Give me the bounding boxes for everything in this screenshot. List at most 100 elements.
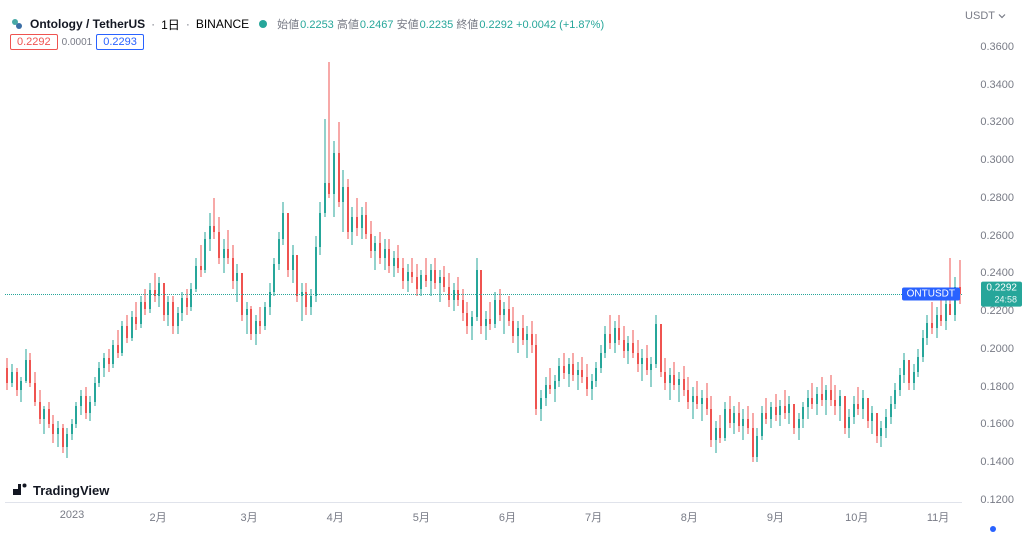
candle: [499, 28, 501, 500]
candle: [16, 28, 18, 500]
candle: [830, 28, 832, 500]
candle: [604, 28, 606, 500]
candle: [223, 28, 225, 500]
candle: [29, 28, 31, 500]
candle: [25, 28, 27, 500]
candle: [236, 28, 238, 500]
candle: [563, 28, 565, 500]
y-tick-label: 0.3400: [980, 79, 1014, 91]
candle: [181, 28, 183, 500]
candle: [356, 28, 358, 500]
status-indicator-icon: [259, 20, 267, 28]
candle: [503, 28, 505, 500]
x-tick-label: 10月: [845, 509, 868, 525]
candle: [926, 28, 928, 500]
candle: [269, 28, 271, 500]
candle: [729, 28, 731, 500]
candle: [894, 28, 896, 500]
candle: [34, 28, 36, 500]
candle: [526, 28, 528, 500]
candle: [407, 28, 409, 500]
candle: [98, 28, 100, 500]
candle: [646, 28, 648, 500]
candle: [623, 28, 625, 500]
candle: [319, 28, 321, 500]
candle: [650, 28, 652, 500]
time-axis[interactable]: 20232月3月4月5月6月7月8月9月10月11月: [5, 502, 962, 540]
candle: [655, 28, 657, 500]
candle: [255, 28, 257, 500]
x-tick-label: 6月: [499, 509, 516, 525]
candle: [402, 28, 404, 500]
candle: [600, 28, 602, 500]
candle: [945, 28, 947, 500]
candle: [784, 28, 786, 500]
candle: [825, 28, 827, 500]
candle: [535, 28, 537, 500]
candle: [494, 28, 496, 500]
candle: [218, 28, 220, 500]
candle: [807, 28, 809, 500]
candle: [936, 28, 938, 500]
y-tick-label: 0.1200: [980, 494, 1014, 506]
candle: [301, 28, 303, 500]
candle: [798, 28, 800, 500]
candle: [756, 28, 758, 500]
candle: [310, 28, 312, 500]
candle: [6, 28, 8, 500]
candle: [853, 28, 855, 500]
go-to-realtime-icon[interactable]: [990, 526, 996, 532]
candlestick-chart[interactable]: [5, 28, 962, 500]
price-axis[interactable]: 0.12000.14000.16000.18000.20000.22000.24…: [964, 28, 1024, 500]
candle: [384, 28, 386, 500]
candle: [200, 28, 202, 500]
candle: [11, 28, 13, 500]
candle: [765, 28, 767, 500]
candle: [135, 28, 137, 500]
candle: [149, 28, 151, 500]
candle: [922, 28, 924, 500]
x-tick-label: 2023: [60, 509, 84, 521]
candle: [126, 28, 128, 500]
candle: [609, 28, 611, 500]
candle: [724, 28, 726, 500]
candle: [195, 28, 197, 500]
candle: [696, 28, 698, 500]
candle: [683, 28, 685, 500]
candle: [816, 28, 818, 500]
candle: [167, 28, 169, 500]
candle: [802, 28, 804, 500]
candle: [954, 28, 956, 500]
candle: [715, 28, 717, 500]
candle: [264, 28, 266, 500]
candle: [848, 28, 850, 500]
candle: [637, 28, 639, 500]
candle: [627, 28, 629, 500]
candle: [788, 28, 790, 500]
candle: [443, 28, 445, 500]
candle: [250, 28, 252, 500]
y-tick-label: 0.2200: [980, 305, 1014, 317]
candle: [568, 28, 570, 500]
candle: [710, 28, 712, 500]
candle: [328, 28, 330, 500]
candle: [315, 28, 317, 500]
candle: [471, 28, 473, 500]
candle: [512, 28, 514, 500]
symbol-tag: ONTUSDT: [902, 287, 960, 300]
candle: [163, 28, 165, 500]
candle: [361, 28, 363, 500]
candle: [374, 28, 376, 500]
candle: [793, 28, 795, 500]
candle: [39, 28, 41, 500]
y-tick-label: 0.2800: [980, 192, 1014, 204]
candle: [761, 28, 763, 500]
candle: [232, 28, 234, 500]
candle: [554, 28, 556, 500]
y-tick-label: 0.1600: [980, 418, 1014, 430]
candle: [871, 28, 873, 500]
x-tick-label: 11月: [927, 509, 949, 525]
tradingview-branding[interactable]: TradingView: [12, 482, 109, 498]
currency-selector[interactable]: USDT: [965, 10, 1006, 22]
candle: [517, 28, 519, 500]
